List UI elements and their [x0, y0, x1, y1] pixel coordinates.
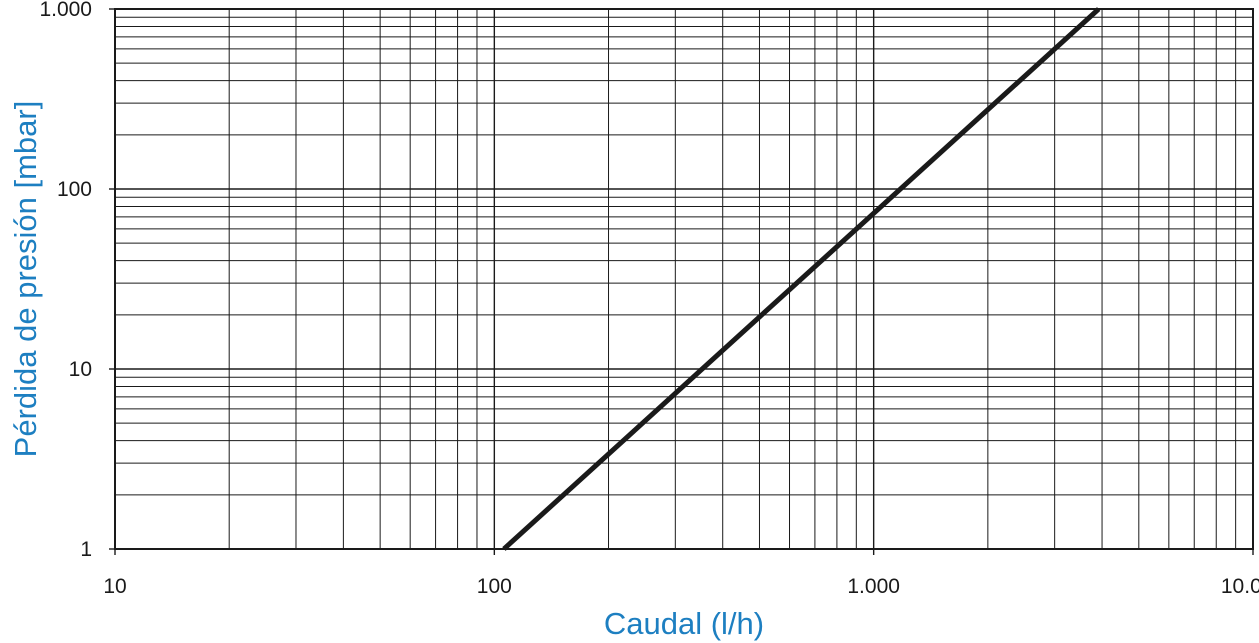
- x-tick-label: 1.000: [847, 575, 900, 598]
- y-tick-label: 1.000: [39, 0, 92, 21]
- grid: [115, 9, 1253, 549]
- x-tick-label: 10.000: [1221, 575, 1259, 598]
- x-axis-title: Caudal (l/h): [604, 606, 764, 641]
- y-axis-title: Pérdida de presión [mbar]: [8, 101, 43, 458]
- x-tick-label: 10: [103, 575, 126, 598]
- series-layer: [502, 7, 1101, 551]
- y-tick-label: 100: [57, 178, 92, 201]
- y-tick-label: 10: [69, 358, 92, 381]
- tick-labels: 10 100 1.000 10.000 1 10 100 1.000: [39, 0, 1259, 598]
- y-tick-label: 1: [80, 538, 92, 561]
- series-line: [502, 7, 1101, 551]
- plot-area: [114, 8, 1254, 550]
- x-tick-label: 100: [477, 575, 512, 598]
